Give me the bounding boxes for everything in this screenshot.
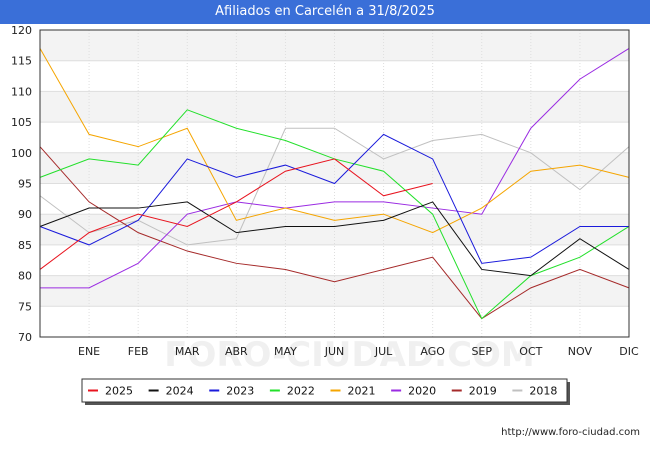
x-tick-label: ENE — [78, 345, 100, 358]
x-tick-label: FEB — [128, 345, 149, 358]
plot-frame — [39, 29, 630, 338]
chart-title: Afiliados en Carcelén a 31/8/2025 — [0, 0, 650, 24]
series-line-2025 — [39, 158, 433, 270]
source-link[interactable]: http://www.foro-ciudad.com — [501, 427, 640, 438]
legend-label-2019: 2019 — [469, 385, 497, 398]
x-tick-label: ABR — [225, 345, 248, 358]
legend-label-2024: 2024 — [166, 385, 194, 398]
series-line-2021 — [39, 48, 630, 234]
x-tick-label: JUN — [324, 345, 345, 358]
series-line-2023 — [39, 133, 629, 264]
x-tick-label: MAY — [274, 345, 297, 358]
legend-box — [81, 378, 568, 403]
y-tick-label: 115 — [11, 55, 32, 68]
y-tick-label: 110 — [11, 85, 32, 98]
x-tick-label: JUL — [374, 345, 393, 358]
watermark: FORO-CIUDAD.COM — [164, 335, 535, 375]
x-tick-label: NOV — [568, 345, 593, 358]
series-line-2019 — [39, 146, 630, 320]
series-line-2024 — [39, 201, 630, 277]
y-tick-label: 90 — [18, 208, 32, 221]
x-tick-label: AGO — [420, 345, 445, 358]
y-tick-label: 85 — [18, 239, 32, 252]
y-tick-label: 100 — [11, 147, 32, 160]
series-line-2020 — [40, 47, 630, 289]
grid-band — [40, 275, 629, 307]
y-tick-label: 75 — [18, 300, 32, 313]
y-tick-label: 105 — [11, 116, 32, 129]
y-tick-label: 120 — [11, 24, 32, 37]
legend-label-2021: 2021 — [348, 385, 376, 398]
y-tick-label: 70 — [18, 331, 32, 344]
y-tick-label: 95 — [18, 178, 32, 191]
legend-label-2025: 2025 — [105, 385, 133, 398]
legend-label-2022: 2022 — [287, 385, 315, 398]
y-tick-label: 80 — [18, 270, 32, 283]
legend-label-2018: 2018 — [529, 385, 557, 398]
x-tick-label: MAR — [175, 345, 200, 358]
legend-label-2020: 2020 — [408, 385, 436, 398]
x-tick-label: SEP — [471, 345, 492, 358]
x-tick-label: OCT — [519, 345, 542, 358]
x-tick-label: DIC — [619, 345, 639, 358]
legend-label-2023: 2023 — [226, 385, 254, 398]
